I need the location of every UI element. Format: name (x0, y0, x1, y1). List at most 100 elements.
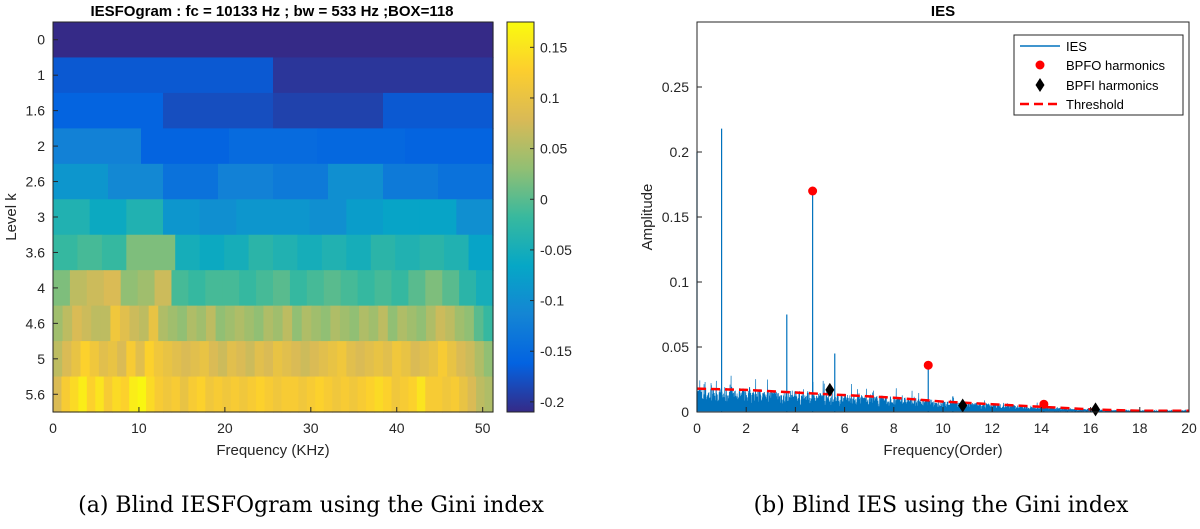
colorbar-tick-label: 0.05 (540, 141, 567, 157)
heatmap-cell (129, 305, 140, 342)
heatmap-cell (137, 270, 156, 307)
heatmap-cell (229, 128, 318, 165)
heatmap-cell (89, 199, 127, 236)
ies-title: IES (931, 3, 955, 20)
heatmap-cell (175, 234, 201, 271)
heatmap-cell (374, 376, 384, 413)
heatmap-cell (273, 234, 299, 271)
heatmap-cell (213, 376, 223, 413)
heatmap-cell (406, 305, 418, 342)
heatmap-cell (464, 305, 475, 342)
heatmap-cell (281, 376, 291, 413)
ies-x-tick-label: 4 (792, 420, 800, 436)
heatmap-cell (163, 341, 173, 378)
heatmap-cell (208, 341, 219, 378)
heatmap-cell (292, 305, 303, 342)
heatmap-cell (282, 341, 292, 378)
heatmap-cell (81, 305, 92, 342)
heatmap-cell (188, 376, 198, 413)
heatmap-cell (253, 305, 265, 342)
iesfogram-title: IESFOgram : fc = 10133 Hz ; bw = 533 Hz … (90, 3, 453, 20)
heatmap-cell (196, 305, 207, 342)
heatmap-cell (408, 376, 418, 413)
heatmap-cell (374, 270, 393, 307)
legend-box (1013, 34, 1184, 116)
heatmap-cell (135, 341, 146, 378)
heatmap-cell (199, 341, 210, 378)
heatmap-cell (206, 305, 217, 342)
heatmap-cell (297, 234, 323, 271)
heatmap-cell (483, 305, 494, 342)
heatmap-cell (172, 341, 182, 378)
heatmap-cell (239, 270, 257, 307)
heatmap-cell (383, 92, 494, 129)
heatmap-y-tick-label: 3 (37, 209, 45, 225)
heatmap-cell (340, 376, 350, 413)
heatmap-cell (199, 199, 237, 236)
heatmap-cell (137, 376, 147, 413)
ies-x-tick-label: 10 (935, 420, 951, 436)
heatmap-cell (447, 341, 457, 378)
heatmap-cell (419, 199, 457, 236)
legend-bpfi-swatch (1035, 78, 1045, 92)
ies-y-label: Amplitude (639, 184, 656, 251)
heatmap-cell (181, 341, 192, 378)
heatmap-cell (91, 305, 102, 342)
ies-legend: IES BPFO harmonics BPFI harmonics Thresh… (1013, 34, 1184, 116)
heatmap-cell (179, 376, 189, 413)
heatmap-cell (196, 376, 206, 413)
heatmap-cell (309, 199, 347, 236)
ies-x-tick-label: 14 (1034, 420, 1050, 436)
ies-y-tick-label: 0.25 (662, 79, 689, 95)
heatmap-cell (465, 341, 476, 378)
ies-x-tick-label: 20 (1181, 420, 1197, 436)
heatmap-y-tick-label: 3.6 (26, 244, 46, 260)
heatmap-cell (263, 341, 274, 378)
heatmap-cell (291, 341, 302, 378)
heatmap-cell (317, 128, 406, 165)
colorbar-ticks: 0.15 0.1 0.05 0 -0.05 -0.1 -0.15 -0.2 (530, 39, 572, 410)
heatmap-cell (53, 22, 494, 59)
colorbar-tick-label: -0.2 (540, 394, 564, 410)
heatmap-cell (108, 341, 118, 378)
heatmap-cell (120, 376, 130, 413)
heatmap-cell (227, 341, 237, 378)
heatmap-cell (71, 341, 82, 378)
heatmap-y-tick-label: 2 (37, 138, 45, 154)
heatmap-cell (218, 341, 228, 378)
heatmap-cells (53, 22, 494, 413)
heatmap-cell (426, 305, 437, 342)
heatmap-cell (476, 270, 494, 307)
heatmap-cell (391, 376, 401, 413)
heatmap-cell (401, 341, 412, 378)
heatmap-x-tick-label: 20 (217, 420, 233, 436)
bpfi-marker (825, 382, 835, 397)
heatmap-cell (108, 163, 164, 200)
heatmap-cell (320, 305, 331, 342)
heatmap-cell (321, 234, 347, 271)
heatmap-cell (323, 270, 342, 307)
colorbar-tick-label: 0 (540, 191, 548, 207)
heatmap-cell (433, 376, 443, 413)
ies-y-tick-label: 0.05 (662, 339, 689, 355)
heatmap-cell (311, 305, 322, 342)
heatmap-cell (186, 305, 198, 342)
heatmap-cell (53, 199, 91, 236)
legend-bpfo-swatch (1035, 60, 1045, 70)
heatmap-cell (467, 376, 477, 413)
heatmap-cell (346, 234, 372, 271)
heatmap-cell (239, 376, 249, 413)
legend-bpfo-label: BPFO harmonics (1066, 58, 1165, 73)
ies-x-ticks: 0 2 4 6 8 10 12 14 16 18 20 (693, 407, 1197, 436)
heatmap-cell (340, 270, 359, 307)
heatmap-cell (154, 270, 173, 307)
heatmap-cell (117, 341, 127, 378)
heatmap-cell (346, 199, 384, 236)
heatmap-x-tick-label: 30 (303, 420, 319, 436)
heatmap-cell (120, 270, 139, 307)
heatmap-cell (357, 270, 376, 307)
colorbar-tick-label: 0.1 (540, 90, 560, 106)
heatmap-cell (273, 57, 494, 94)
heatmap-cell (78, 376, 88, 413)
